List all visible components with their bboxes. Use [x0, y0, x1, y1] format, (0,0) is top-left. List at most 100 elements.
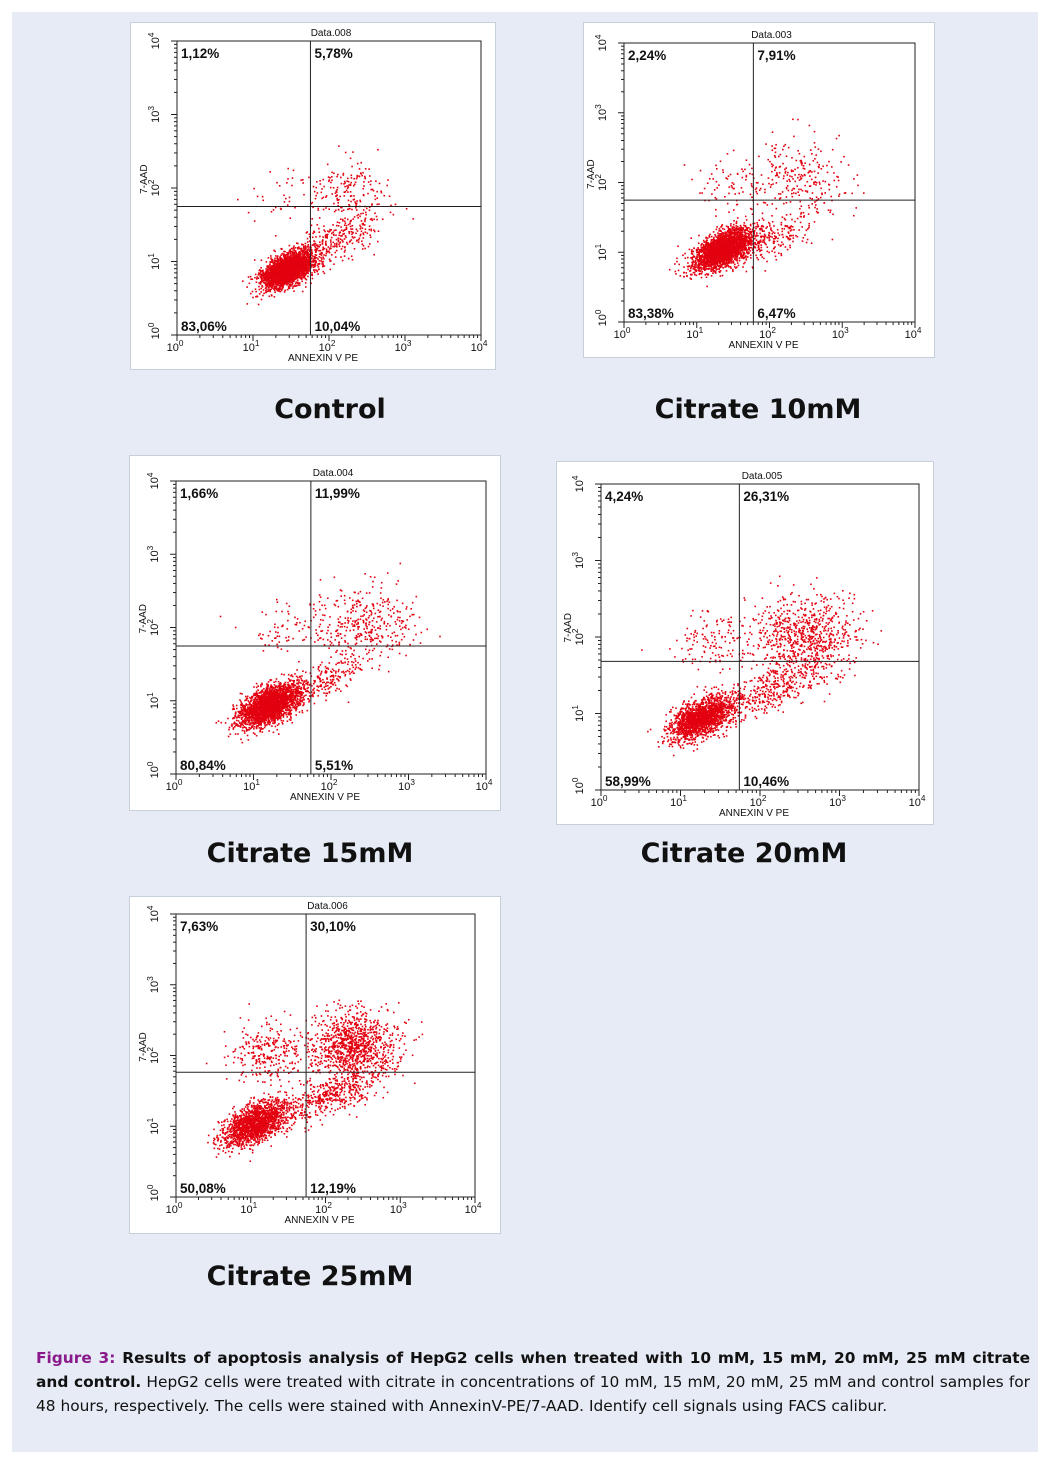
dot-early: [279, 263, 281, 266]
dot-live: [701, 247, 703, 249]
dot-live: [262, 289, 265, 291]
dot-early: [319, 244, 321, 246]
dot-live: [270, 284, 272, 286]
dot-early: [359, 233, 362, 236]
dot-live: [304, 268, 306, 270]
dot-live: [294, 282, 297, 285]
dot-live: [304, 263, 306, 266]
dot-live: [294, 274, 297, 277]
dot-live: [288, 272, 291, 275]
dot-live: [266, 271, 269, 274]
dot-live: [279, 282, 281, 285]
dot-live: [255, 295, 257, 298]
dot-late: [326, 163, 329, 166]
dot-live: [290, 265, 292, 267]
dot-live: [311, 249, 313, 251]
dot-live: [301, 265, 303, 267]
dot-live: [297, 248, 299, 250]
dot-early: [315, 249, 318, 251]
dot-live: [275, 272, 277, 275]
dot-late: [349, 207, 351, 210]
dot-live: [734, 252, 737, 254]
dot-live: [296, 254, 299, 257]
dot-live: [729, 237, 732, 239]
dot-late: [334, 192, 337, 194]
dot-live: [297, 253, 299, 256]
dot-live: [251, 278, 254, 280]
dot-late: [355, 202, 358, 205]
dot-late: [344, 151, 347, 154]
dot-live: [695, 274, 698, 277]
dot-live: [293, 290, 295, 292]
dot-live: [295, 253, 297, 255]
dot-early: [343, 251, 346, 253]
dot-live: [702, 239, 705, 242]
dot-live: [303, 261, 305, 264]
dot-late: [315, 194, 317, 197]
dot-late: [342, 174, 345, 176]
dot-early: [348, 232, 351, 235]
dot-live: [685, 272, 688, 274]
dot-live: [292, 266, 295, 269]
dot-early: [342, 220, 344, 222]
dot-live: [313, 257, 316, 260]
dot-live: [290, 247, 293, 250]
dot-live: [295, 281, 297, 283]
dot-early: [362, 224, 364, 226]
dot-live: [720, 265, 723, 268]
dot-live: [283, 258, 286, 260]
dot-live: [264, 273, 266, 275]
dot-live: [257, 277, 260, 280]
dot-early: [319, 235, 321, 238]
dot-live: [748, 241, 750, 243]
dot-necrotic: [253, 187, 255, 190]
dot-early: [277, 259, 280, 262]
dot-early: [323, 229, 325, 231]
dot-live: [730, 245, 732, 247]
dot-live: [695, 269, 698, 271]
dot-late: [341, 218, 344, 221]
dot-live: [295, 275, 298, 278]
dot-late: [360, 172, 362, 174]
dot-early: [344, 222, 347, 224]
dot-late: [356, 200, 358, 202]
dot-live: [274, 266, 277, 268]
dot-early: [317, 263, 320, 265]
dot-live: [727, 264, 730, 267]
dot-early: [324, 234, 327, 237]
dot-live: [745, 236, 747, 238]
dot-early: [356, 230, 359, 232]
dot-live: [725, 265, 728, 268]
dot-necrotic: [289, 217, 292, 219]
dot-early: [326, 236, 328, 238]
quadrant-lower-left: 83,06%: [181, 319, 227, 334]
dot-early: [323, 272, 326, 275]
dot-early: [322, 256, 324, 258]
dot-late: [367, 192, 369, 195]
dot-early: [353, 248, 356, 250]
dot-live: [294, 247, 297, 249]
dot-live: [301, 264, 303, 266]
dot-live: [739, 250, 742, 252]
dot-live: [704, 268, 707, 271]
dot-late: [327, 176, 330, 178]
dot-early: [342, 230, 345, 233]
dot-live: [287, 255, 289, 257]
dot-early: [325, 244, 327, 246]
dot-live: [311, 252, 313, 255]
dot-late: [325, 196, 327, 198]
dot-live: [255, 281, 258, 283]
dot-live: [746, 252, 749, 254]
dot-live: [725, 261, 728, 263]
dot-live: [691, 263, 694, 266]
dot-live: [302, 244, 305, 246]
dot-early: [359, 226, 362, 228]
dot-live: [285, 254, 288, 256]
dot-early: [343, 238, 346, 240]
dot-live: [315, 269, 317, 271]
dot-live: [274, 285, 276, 288]
dot-live: [705, 240, 708, 243]
dot-live: [297, 275, 299, 278]
dot-live: [311, 274, 314, 277]
dot-late: [339, 195, 341, 198]
